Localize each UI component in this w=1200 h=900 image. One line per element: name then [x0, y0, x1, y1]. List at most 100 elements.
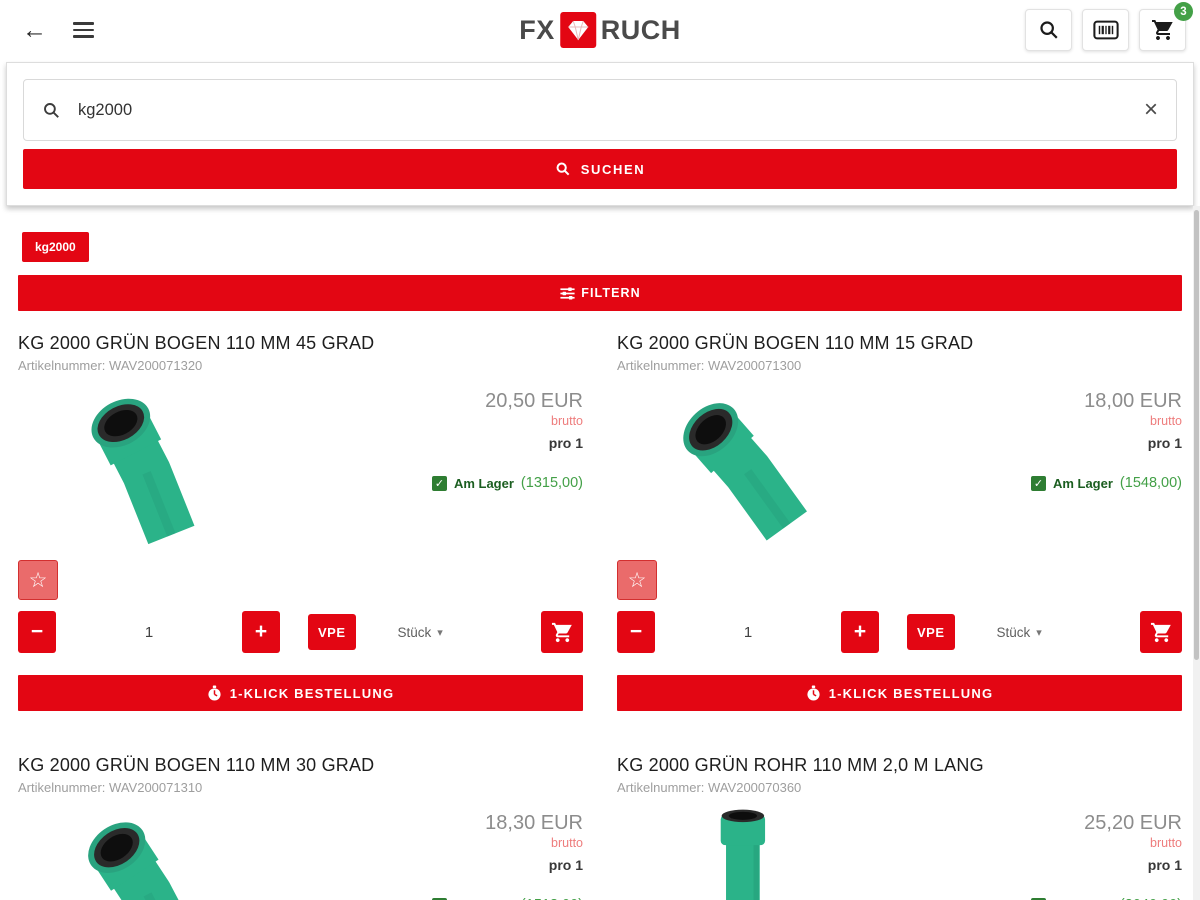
product-price: 20,50 EUR: [485, 390, 583, 412]
product-card: KG 2000 GRÜN BOGEN 110 MM 45 GRAD Artike…: [18, 333, 583, 711]
barcode-icon: [1092, 20, 1119, 40]
favorite-button[interactable]: ☆: [617, 560, 657, 600]
back-button[interactable]: ←: [22, 15, 47, 44]
stock-quantity: (1315,00): [520, 475, 583, 491]
increase-quantity-button[interactable]: +: [242, 611, 280, 653]
search-panel: × SUCHEN: [6, 62, 1194, 206]
chevron-down-icon: ▾: [1036, 626, 1042, 639]
product-card: KG 2000 GRÜN BOGEN 110 MM 15 GRAD Artike…: [617, 333, 1182, 711]
unit-label: Stück: [397, 624, 432, 640]
suchen-button[interactable]: SUCHEN: [23, 149, 1177, 189]
add-to-cart-button[interactable]: [1140, 611, 1182, 653]
clear-search-button[interactable]: ×: [1144, 98, 1158, 122]
top-actions: 3: [1025, 2, 1193, 51]
per-unit-label: pro 1: [548, 857, 583, 873]
suchen-label: SUCHEN: [580, 161, 646, 177]
stock-quantity: (1513,00): [521, 897, 583, 900]
menu-icon: [73, 22, 94, 25]
article-number-value: WAV200071300: [708, 358, 802, 373]
quantity-row: − 1 + VPE Stück ▾: [18, 611, 583, 653]
app-logo: FX RUCH: [519, 12, 681, 48]
price-type-label: brutto: [1150, 836, 1182, 850]
product-title[interactable]: KG 2000 GRÜN BOGEN 110 MM 45 GRAD: [18, 333, 375, 353]
magnifier-icon: [44, 102, 59, 118]
product-card: KG 2000 GRÜN BOGEN 110 MM 30 GRAD Artike…: [18, 755, 583, 900]
scrollbar-thumb[interactable]: [1194, 210, 1199, 660]
star-icon: ☆: [627, 568, 647, 592]
card-body: 25,20 EUR brutto pro 1 ✓ Am Lager (2040,…: [617, 799, 1182, 900]
search-term-chip[interactable]: kg2000: [22, 232, 89, 262]
product-grid: KG 2000 GRÜN BOGEN 110 MM 45 GRAD Artike…: [18, 333, 1182, 900]
in-stock-label: Am Lager: [454, 898, 514, 900]
check-icon: ✓: [1033, 477, 1044, 490]
unit-select[interactable]: Stück ▾: [398, 625, 443, 640]
unit-select[interactable]: Stück ▾: [997, 625, 1042, 640]
article-number-value: WAV200070360: [708, 780, 802, 795]
product-card: KG 2000 GRÜN ROHR 110 MM 2,0 M LANG Arti…: [617, 755, 1182, 900]
vpe-button[interactable]: VPE: [308, 614, 356, 650]
quantity-row: − 1 + VPE Stück ▾: [617, 611, 1182, 653]
one-click-order-button[interactable]: 1-KLICK BESTELLUNG: [617, 675, 1182, 711]
one-click-order-button[interactable]: 1-KLICK BESTELLUNG: [18, 675, 583, 711]
cart-icon: [551, 622, 572, 642]
product-title[interactable]: KG 2000 GRÜN BOGEN 110 MM 15 GRAD: [617, 333, 974, 353]
product-image[interactable]: [617, 799, 867, 900]
filtern-button[interactable]: FILTERN: [18, 275, 1182, 311]
product-image[interactable]: [18, 799, 268, 900]
cart-badge: 3: [1174, 2, 1193, 21]
plus-icon: +: [853, 620, 867, 643]
barcode-scanner-button[interactable]: [1082, 9, 1129, 51]
in-stock-label: Am Lager: [453, 475, 514, 491]
decrease-quantity-button[interactable]: −: [617, 611, 655, 653]
per-unit-label: pro 1: [1147, 857, 1182, 873]
cart-button[interactable]: 3: [1139, 2, 1193, 51]
decrease-quantity-button[interactable]: −: [18, 611, 56, 653]
plus-icon: +: [254, 620, 268, 643]
one-click-label: 1-KLICK BESTELLUNG: [229, 685, 395, 701]
in-stock-checkbox[interactable]: ✓: [1030, 475, 1046, 491]
product-info: 25,20 EUR brutto pro 1 ✓ Am Lager (2040,…: [867, 799, 1182, 900]
per-unit-label: pro 1: [548, 435, 583, 451]
filter-icon: [560, 286, 575, 300]
back-icon: ←: [22, 15, 47, 44]
article-number-value: WAV200071320: [109, 358, 203, 373]
quantity-value[interactable]: 1: [743, 623, 753, 641]
minus-icon: −: [629, 620, 643, 643]
product-price: 18,00 EUR: [1084, 390, 1182, 412]
product-price: 18,30 EUR: [485, 812, 583, 834]
article-number: Artikelnummer: WAV200070360: [617, 780, 1182, 795]
stock-quantity: (1548,00): [1119, 475, 1182, 491]
product-image[interactable]: [617, 377, 867, 550]
menu-button[interactable]: [73, 22, 94, 38]
add-to-cart-button[interactable]: [541, 611, 583, 653]
article-number: Artikelnummer: WAV200071310: [18, 780, 583, 795]
vpe-button[interactable]: VPE: [907, 614, 955, 650]
product-image[interactable]: [18, 377, 268, 550]
product-price: 25,20 EUR: [1084, 812, 1182, 834]
logo-suffix: RUCH: [600, 14, 681, 45]
unit-label: Stück: [996, 624, 1031, 640]
card-body: 18,30 EUR brutto pro 1 ✓ Am Lager (1513,…: [18, 799, 583, 900]
article-number-label: Artikelnummer:: [617, 358, 705, 373]
quantity-value[interactable]: 1: [144, 623, 154, 641]
search-icon: [1039, 21, 1058, 39]
increase-quantity-button[interactable]: +: [841, 611, 879, 653]
price-type-label: brutto: [1150, 414, 1182, 428]
in-stock-label: Am Lager: [1053, 898, 1113, 900]
favorite-button[interactable]: ☆: [18, 560, 58, 600]
price-type-label: brutto: [551, 414, 583, 428]
product-title[interactable]: KG 2000 GRÜN ROHR 110 MM 2,0 M LANG: [617, 755, 984, 775]
product-title[interactable]: KG 2000 GRÜN BOGEN 110 MM 30 GRAD: [18, 755, 375, 775]
article-number: Artikelnummer: WAV200071300: [617, 358, 1182, 373]
search-button[interactable]: [1025, 9, 1072, 51]
article-number-label: Artikelnummer:: [18, 358, 106, 373]
card-body: 20,50 EUR brutto pro 1 ✓ Am Lager (1315,…: [18, 377, 583, 550]
stopwatch-icon: [208, 685, 221, 701]
stock-row: ✓ Am Lager (1548,00): [867, 475, 1182, 491]
card-body: 18,00 EUR brutto pro 1 ✓ Am Lager (1548,…: [617, 377, 1182, 550]
check-icon: ✓: [434, 477, 445, 490]
product-info: 20,50 EUR brutto pro 1 ✓ Am Lager (1315,…: [268, 377, 583, 550]
search-input[interactable]: [78, 100, 1144, 120]
in-stock-checkbox[interactable]: ✓: [431, 475, 447, 491]
close-icon: ×: [1143, 96, 1158, 123]
